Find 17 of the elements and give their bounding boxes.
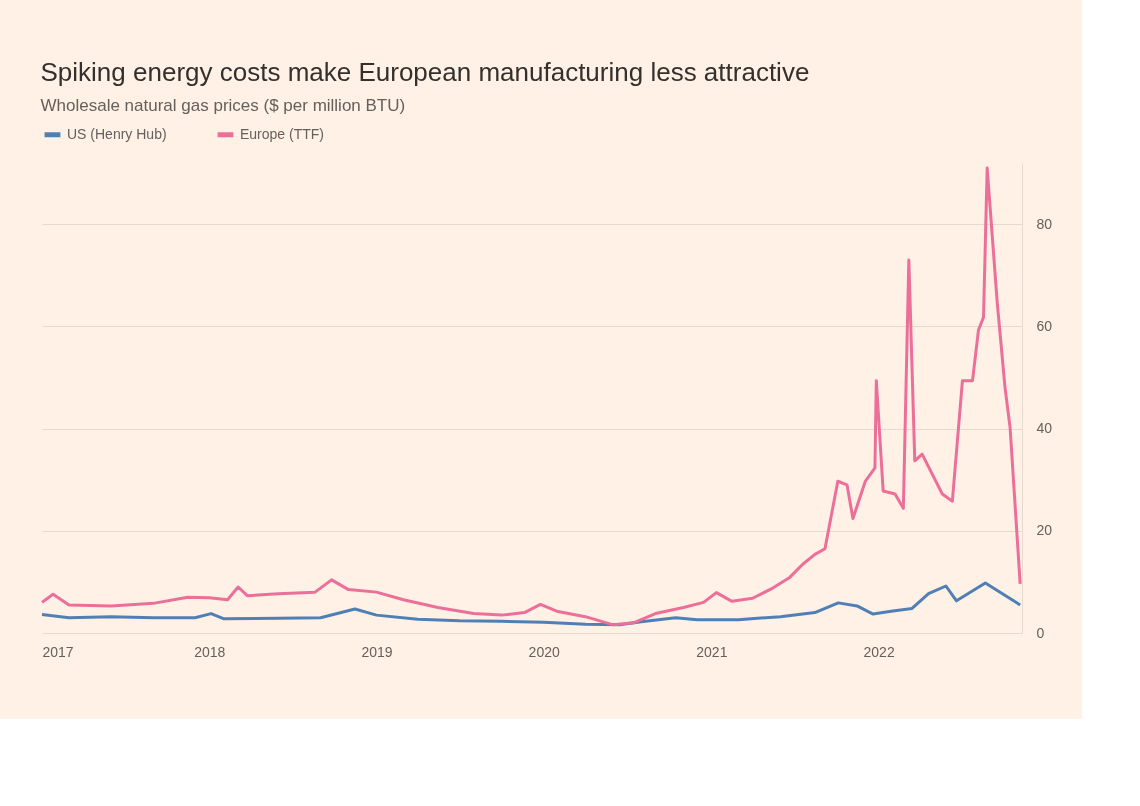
x-tick-label: 2021 xyxy=(696,643,728,660)
x-tick-label: 2022 xyxy=(863,643,895,660)
x-tick-label: 2018 xyxy=(194,643,226,660)
x-tick-label: 2019 xyxy=(361,643,393,660)
y-tick-label: 60 xyxy=(1036,317,1053,334)
y-tick-label: 40 xyxy=(1036,420,1053,437)
x-tick-label: 2020 xyxy=(528,643,560,660)
y-tick-label: 0 xyxy=(1036,624,1045,641)
legend-label: US (Henry Hub) xyxy=(67,125,167,142)
legend-label: Europe (TTF) xyxy=(240,125,325,142)
y-tick-label: 20 xyxy=(1036,522,1053,539)
chart-title: Spiking energy costs make European manufacturing less attractive xyxy=(40,57,810,87)
chart-subtitle: Wholesale natural gas prices ($ per million BTU) xyxy=(40,96,406,115)
y-tick-label: 80 xyxy=(1036,215,1053,232)
line-series xyxy=(40,166,1022,627)
x-tick-label: 2017 xyxy=(42,643,74,660)
line-series xyxy=(40,581,1022,627)
